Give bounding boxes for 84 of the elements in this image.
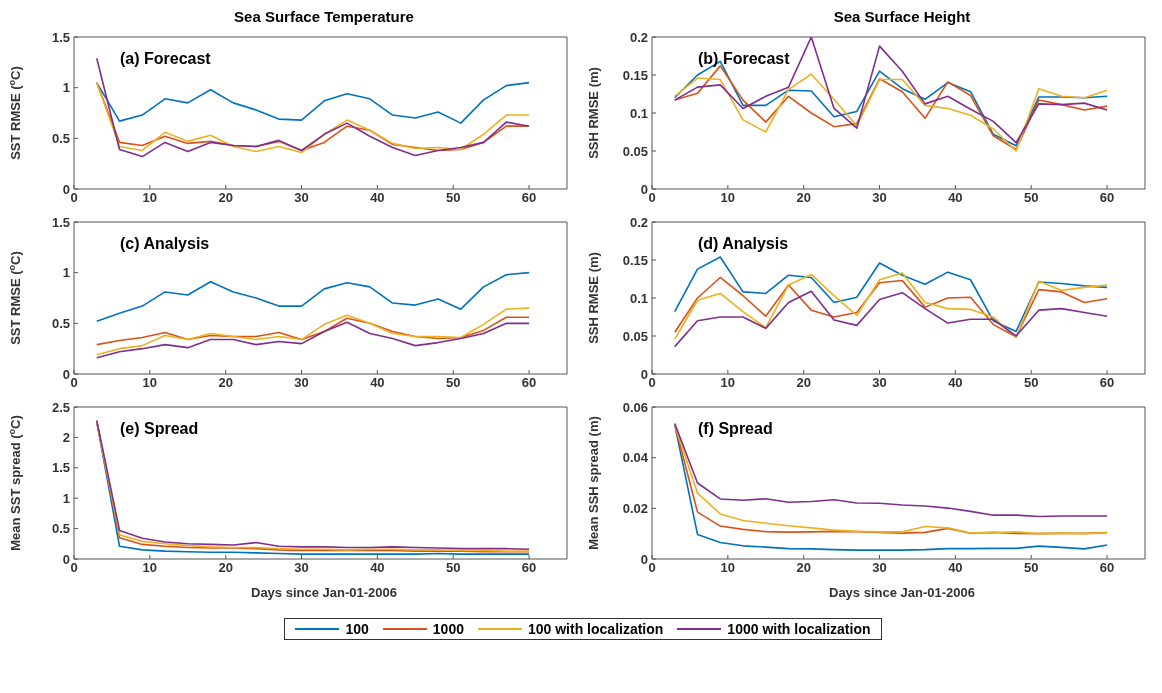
legend-label: 1000 bbox=[432, 621, 464, 637]
y-tick-label: 1 bbox=[62, 80, 70, 96]
x-tick-label: 50 bbox=[446, 375, 461, 391]
chart-title: Sea Surface Temperature bbox=[233, 8, 415, 27]
y-tick-label: 0.2 bbox=[629, 214, 648, 230]
legend-label: 100 with localization bbox=[527, 621, 664, 637]
annotation: (b) Forecast bbox=[698, 50, 790, 68]
x-tick-label: 20 bbox=[218, 190, 233, 206]
y-tick-label: 0.5 bbox=[51, 521, 70, 537]
x-tick-label: 60 bbox=[521, 375, 537, 391]
x-tick-label: 40 bbox=[948, 190, 963, 206]
x-tick-label: 40 bbox=[948, 560, 963, 576]
x-tick-label: 20 bbox=[796, 375, 811, 391]
y-tick-label: 0.1 bbox=[629, 290, 648, 306]
y-tick-label: 0.5 bbox=[51, 130, 70, 146]
x-tick-label: 30 bbox=[872, 375, 887, 391]
x-tick-label: 60 bbox=[1099, 375, 1115, 391]
y-tick-label: 0.2 bbox=[629, 29, 648, 45]
y-tick-label: 1 bbox=[62, 490, 70, 506]
line-series bbox=[673, 256, 1108, 333]
y-tick-label: 2.5 bbox=[51, 399, 70, 415]
legend-label: 100 bbox=[345, 621, 369, 637]
y-tick-label: 0.1 bbox=[629, 105, 648, 121]
y-tick-label: 0.05 bbox=[622, 143, 648, 159]
y-axis-title: SSH RMSE (m) bbox=[586, 67, 601, 159]
line-series bbox=[673, 290, 1108, 348]
x-tick-label: 50 bbox=[446, 560, 461, 576]
x-tick-label: 40 bbox=[948, 375, 963, 391]
x-tick-label: 20 bbox=[218, 375, 233, 391]
x-tick-label: 60 bbox=[521, 190, 537, 206]
y-tick-label: 0.02 bbox=[622, 500, 648, 516]
x-tick-label: 20 bbox=[796, 190, 811, 206]
x-tick-label: 50 bbox=[1024, 375, 1039, 391]
y-tick-label: 2 bbox=[62, 430, 70, 446]
line-series bbox=[95, 81, 530, 124]
annotation: (f) Spread bbox=[698, 420, 773, 438]
x-tick-label: 20 bbox=[796, 560, 811, 576]
legend-label: 1000 with localization bbox=[727, 621, 871, 637]
x-tick-label: 50 bbox=[1024, 560, 1039, 576]
x-tick-label: 60 bbox=[1099, 190, 1115, 206]
line-series bbox=[673, 422, 1108, 518]
annotation: (e) Spread bbox=[120, 420, 199, 438]
y-axis-title: SSH RMSE (m) bbox=[586, 252, 601, 344]
y-tick-label: 1.5 bbox=[51, 29, 70, 45]
x-axis-title: Days since Jan-01-2006 bbox=[828, 584, 976, 602]
x-tick-label: 30 bbox=[294, 375, 309, 391]
x-tick-label: 10 bbox=[142, 375, 158, 391]
line-series bbox=[673, 37, 1108, 144]
x-tick-label: 30 bbox=[872, 560, 887, 576]
y-tick-label: 0.05 bbox=[622, 328, 648, 344]
y-tick-label: 0.15 bbox=[622, 252, 648, 268]
y-tick-label: 1 bbox=[62, 265, 70, 281]
x-tick-label: 40 bbox=[370, 190, 385, 206]
y-axis-title: Mean SSH spread (m) bbox=[586, 416, 601, 550]
x-tick-label: 10 bbox=[720, 190, 736, 206]
x-tick-label: 40 bbox=[370, 560, 385, 576]
y-tick-label: 0.5 bbox=[51, 315, 70, 331]
x-tick-label: 10 bbox=[142, 190, 158, 206]
y-tick-label: 0.04 bbox=[622, 450, 649, 466]
x-tick-label: 10 bbox=[142, 560, 158, 576]
x-tick-label: 30 bbox=[872, 190, 887, 206]
x-axis-title: Days since Jan-01-2006 bbox=[250, 584, 398, 602]
y-tick-label: 0.15 bbox=[622, 67, 648, 83]
chart-title: Sea Surface Height bbox=[832, 8, 972, 27]
x-tick-label: 30 bbox=[294, 190, 309, 206]
annotation: (d) Analysis bbox=[698, 235, 789, 253]
x-tick-label: 50 bbox=[446, 190, 461, 206]
y-tick-label: 1.5 bbox=[51, 460, 70, 476]
annotation: (a) Forecast bbox=[120, 50, 211, 68]
x-tick-label: 30 bbox=[294, 560, 309, 576]
line-series bbox=[95, 321, 530, 359]
x-tick-label: 10 bbox=[720, 560, 736, 576]
line-series bbox=[95, 271, 530, 323]
annotation: (c) Analysis bbox=[120, 235, 210, 253]
x-tick-label: 20 bbox=[218, 560, 233, 576]
x-tick-label: 60 bbox=[1099, 560, 1115, 576]
y-tick-label: 1.5 bbox=[51, 214, 70, 230]
x-tick-label: 50 bbox=[1024, 190, 1039, 206]
x-tick-label: 60 bbox=[521, 560, 537, 576]
y-tick-label: 0.06 bbox=[622, 399, 648, 415]
line-series bbox=[95, 316, 530, 346]
x-tick-label: 10 bbox=[720, 375, 736, 391]
x-tick-label: 40 bbox=[370, 375, 385, 391]
line-series bbox=[95, 307, 530, 356]
